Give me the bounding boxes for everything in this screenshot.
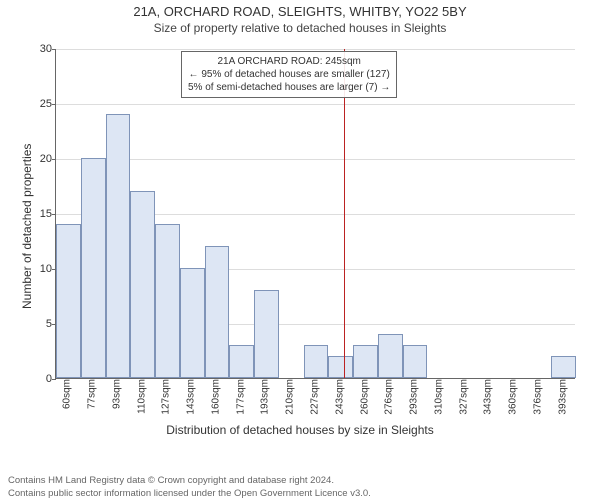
x-tick-label: 60sqm bbox=[62, 379, 73, 409]
x-tick-label: 110sqm bbox=[136, 379, 147, 414]
annotation-line3: 5% of semi-detached houses are larger (7… bbox=[188, 81, 390, 94]
y-tick-label: 25 bbox=[26, 98, 52, 110]
bar bbox=[328, 356, 353, 378]
bar bbox=[229, 345, 254, 378]
bar bbox=[403, 345, 428, 378]
x-tick-label: 160sqm bbox=[210, 379, 221, 415]
x-axis-label: Distribution of detached houses by size … bbox=[0, 423, 600, 437]
annotation-line2: ← 95% of detached houses are smaller (12… bbox=[188, 68, 390, 81]
x-tick-label: 376sqm bbox=[532, 379, 543, 415]
x-tick-label: 276sqm bbox=[384, 379, 395, 415]
x-tick-label: 127sqm bbox=[161, 379, 172, 415]
plot-area: 051015202530 21A ORCHARD ROAD: 245sqm ← … bbox=[55, 49, 575, 379]
y-tick-mark bbox=[52, 49, 56, 50]
y-tick-label: 5 bbox=[26, 318, 52, 330]
grid-line bbox=[56, 159, 575, 160]
x-tick-label: 143sqm bbox=[186, 379, 197, 415]
x-tick-label: 177sqm bbox=[235, 379, 246, 415]
bar bbox=[81, 158, 106, 378]
y-tick-mark bbox=[52, 159, 56, 160]
chart-area: Number of detached properties 0510152025… bbox=[0, 39, 600, 439]
bar bbox=[254, 290, 279, 378]
x-tick-label: 343sqm bbox=[483, 379, 494, 415]
annotation-box: 21A ORCHARD ROAD: 245sqm ← 95% of detach… bbox=[181, 51, 397, 98]
y-tick-mark bbox=[52, 214, 56, 215]
annotation-line1: 21A ORCHARD ROAD: 245sqm bbox=[188, 55, 390, 68]
x-tick-label: 260sqm bbox=[359, 379, 370, 415]
x-tick-label: 193sqm bbox=[260, 379, 271, 415]
y-tick-label: 30 bbox=[26, 43, 52, 55]
x-tick-label: 393sqm bbox=[557, 379, 568, 415]
x-tick-label: 227sqm bbox=[310, 379, 321, 415]
x-tick-label: 310sqm bbox=[433, 379, 444, 415]
y-tick-label: 15 bbox=[26, 208, 52, 220]
footer-line2: Contains public sector information licen… bbox=[8, 488, 371, 500]
x-tick-label: 327sqm bbox=[458, 379, 469, 415]
grid-line bbox=[56, 49, 575, 50]
x-tick-label: 93sqm bbox=[111, 379, 122, 409]
x-tick-label: 243sqm bbox=[334, 379, 345, 415]
bar bbox=[353, 345, 378, 378]
y-tick-label: 0 bbox=[26, 373, 52, 385]
x-tick-label: 77sqm bbox=[87, 379, 98, 409]
bar bbox=[304, 345, 329, 378]
bar bbox=[56, 224, 81, 378]
grid-line bbox=[56, 104, 575, 105]
x-tick-label: 360sqm bbox=[508, 379, 519, 415]
y-tick-mark bbox=[52, 104, 56, 105]
bar bbox=[155, 224, 180, 378]
footer-note: Contains HM Land Registry data © Crown c… bbox=[8, 475, 371, 500]
x-tick-label: 293sqm bbox=[409, 379, 420, 415]
chart-subtitle: Size of property relative to detached ho… bbox=[0, 21, 600, 35]
bar bbox=[551, 356, 576, 378]
y-axis-label: Number of detached properties bbox=[20, 144, 34, 309]
y-tick-label: 20 bbox=[26, 153, 52, 165]
bar bbox=[378, 334, 403, 378]
footer-line1: Contains HM Land Registry data © Crown c… bbox=[8, 475, 371, 487]
bar bbox=[180, 268, 205, 378]
y-tick-mark bbox=[52, 379, 56, 380]
bar bbox=[130, 191, 155, 378]
chart-title: 21A, ORCHARD ROAD, SLEIGHTS, WHITBY, YO2… bbox=[0, 4, 600, 19]
x-tick-label: 210sqm bbox=[285, 379, 296, 415]
bar bbox=[205, 246, 230, 378]
marker-line bbox=[344, 49, 345, 378]
y-tick-label: 10 bbox=[26, 263, 52, 275]
bar bbox=[106, 114, 131, 378]
